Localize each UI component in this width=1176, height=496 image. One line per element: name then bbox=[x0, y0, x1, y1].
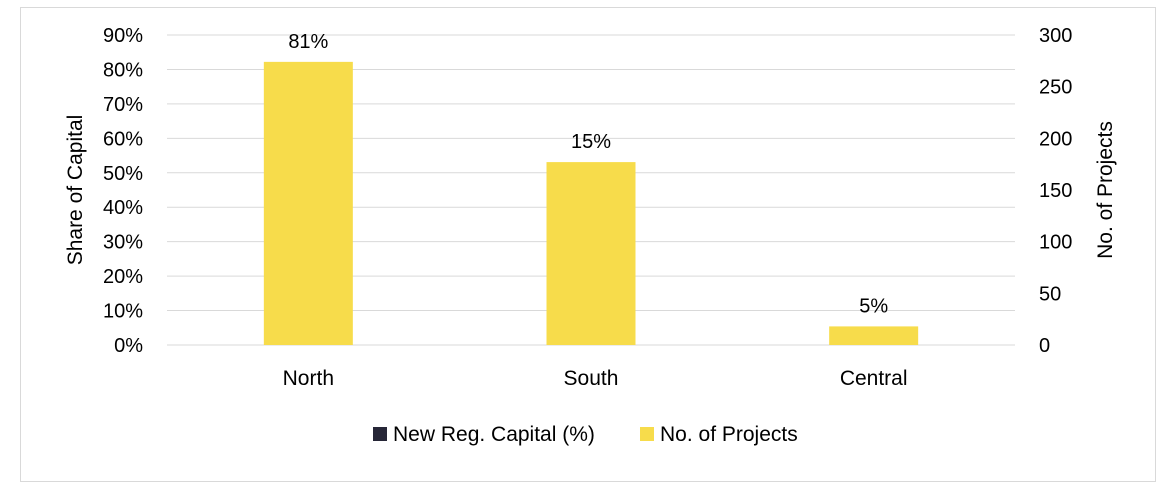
left-tick-label: 70% bbox=[103, 94, 143, 116]
right-tick-label: 50 bbox=[1039, 283, 1061, 305]
data-label: 5% bbox=[859, 295, 888, 317]
left-tick-label: 10% bbox=[103, 301, 143, 323]
y-axis-title-right: No. of Projects bbox=[1094, 121, 1117, 259]
left-tick-label: 80% bbox=[103, 59, 143, 81]
right-tick-label: 200 bbox=[1039, 128, 1072, 150]
legend-swatch bbox=[640, 427, 654, 441]
left-tick-label: 60% bbox=[103, 128, 143, 150]
right-tick-label: 300 bbox=[1039, 25, 1072, 47]
left-tick-label: 20% bbox=[103, 266, 143, 288]
bar-north bbox=[263, 61, 353, 345]
left-tick-label: 50% bbox=[103, 163, 143, 185]
left-tick-label: 0% bbox=[114, 335, 143, 357]
y-axis-title-left: Share of Capital bbox=[64, 115, 87, 266]
data-label: 81% bbox=[288, 31, 328, 53]
legend: New Reg. Capital (%) No. of Projects bbox=[373, 423, 798, 446]
right-axis-ticks: 0 50 100 150 200 250 300 bbox=[1039, 25, 1072, 357]
left-tick-label: 30% bbox=[103, 232, 143, 254]
right-tick-label: 250 bbox=[1039, 77, 1072, 99]
bars bbox=[263, 61, 919, 345]
bar-south bbox=[546, 162, 636, 345]
category-labels: North South Central bbox=[283, 367, 908, 390]
left-tick-label: 90% bbox=[103, 25, 143, 47]
left-axis-ticks: 0% 10% 20% 30% 40% 50% 60% 70% 80% 90% bbox=[103, 25, 143, 357]
data-label: 15% bbox=[571, 131, 611, 153]
right-tick-label: 100 bbox=[1039, 232, 1072, 254]
legend-label: No. of Projects bbox=[660, 423, 798, 446]
legend-swatch bbox=[373, 427, 387, 441]
legend-label: New Reg. Capital (%) bbox=[393, 423, 595, 446]
bar-central bbox=[829, 326, 919, 345]
category-label: South bbox=[564, 367, 619, 390]
left-tick-label: 40% bbox=[103, 197, 143, 219]
data-labels: 81% 15% 5% bbox=[288, 31, 888, 318]
category-label: North bbox=[283, 367, 334, 390]
right-tick-label: 0 bbox=[1039, 335, 1050, 357]
right-tick-label: 150 bbox=[1039, 180, 1072, 202]
category-label: Central bbox=[840, 367, 908, 390]
